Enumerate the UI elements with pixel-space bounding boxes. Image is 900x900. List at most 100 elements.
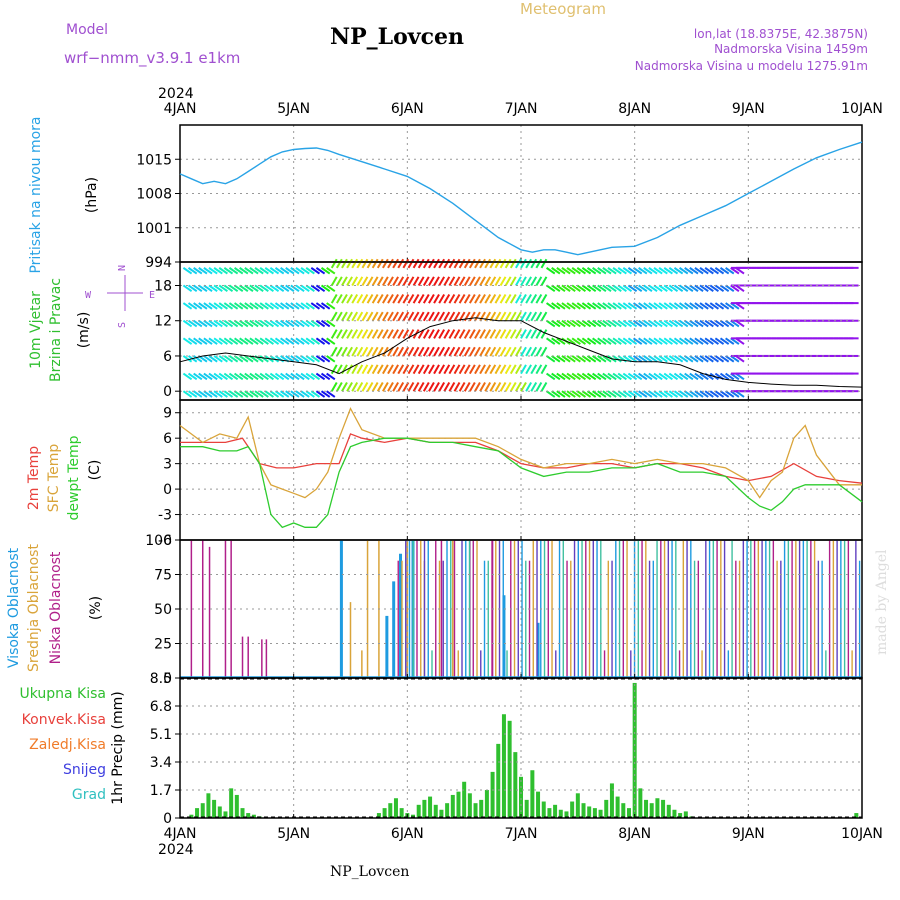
wind-barb bbox=[448, 346, 456, 357]
wind-barb bbox=[663, 284, 673, 293]
wind-barb bbox=[597, 390, 607, 398]
wind-barb bbox=[422, 311, 430, 322]
wind-barb bbox=[351, 364, 359, 375]
wind-barb bbox=[484, 346, 492, 357]
wind-barb bbox=[254, 337, 264, 345]
wind-barb bbox=[597, 284, 607, 293]
wind-barb bbox=[376, 276, 384, 286]
wind-barb bbox=[182, 319, 193, 328]
wind-barb bbox=[468, 329, 476, 339]
wind-barb bbox=[474, 311, 481, 322]
wind-barb bbox=[422, 258, 430, 269]
wind-barb bbox=[535, 311, 543, 322]
wind-barb bbox=[622, 319, 633, 328]
wind-barb bbox=[397, 311, 405, 322]
wind-barb bbox=[233, 372, 244, 381]
precip-bar bbox=[393, 798, 398, 818]
wind-barb bbox=[402, 311, 410, 322]
wind-barb bbox=[566, 302, 576, 310]
elevation-label: Nadmorska Visina 1459m bbox=[714, 42, 868, 56]
wind-barb bbox=[412, 346, 420, 357]
wind-barb bbox=[494, 382, 502, 392]
wind-barb bbox=[326, 355, 336, 363]
wind-barb bbox=[346, 329, 353, 339]
wind-barb bbox=[484, 293, 492, 304]
wind-barb bbox=[638, 355, 648, 363]
wind-barb bbox=[494, 311, 502, 322]
precip-bar bbox=[439, 809, 444, 818]
wind-barb bbox=[280, 302, 290, 310]
wind-barb bbox=[412, 311, 420, 322]
wind-barb bbox=[280, 372, 290, 381]
wind-barb bbox=[412, 364, 420, 375]
wind-barb bbox=[269, 319, 280, 328]
wind-barb bbox=[658, 319, 668, 328]
wind-barb bbox=[371, 311, 379, 322]
wind-barb bbox=[376, 382, 384, 392]
wind-barb bbox=[648, 337, 658, 345]
wind-barb bbox=[208, 284, 218, 293]
wind-barb bbox=[341, 276, 348, 286]
wind-barb bbox=[719, 302, 730, 310]
wind-barb bbox=[499, 258, 507, 269]
wind-barb bbox=[300, 355, 310, 363]
wind-barb bbox=[643, 355, 653, 363]
wind-barb bbox=[326, 372, 336, 381]
x-date-top: 4JAN bbox=[164, 101, 197, 117]
wind-barb bbox=[566, 355, 576, 363]
y-tick-label: 6.8 bbox=[150, 699, 172, 715]
wind-barb bbox=[356, 364, 364, 375]
wind-barb bbox=[428, 311, 435, 322]
wind-barb bbox=[509, 276, 517, 286]
precip-legend-1: Konvek.Kisa bbox=[22, 712, 106, 728]
wind-barb bbox=[315, 319, 326, 328]
wind-barb bbox=[535, 258, 543, 269]
wind-barb bbox=[725, 267, 735, 275]
precip-bar bbox=[558, 809, 563, 818]
wind-barb bbox=[208, 337, 218, 345]
wind-barb bbox=[366, 258, 374, 269]
wind-barb bbox=[612, 372, 622, 381]
wind-barb bbox=[228, 319, 239, 328]
x-date-bottom: 8JAN bbox=[618, 826, 651, 842]
precip-bar bbox=[234, 794, 239, 818]
wind-barb bbox=[673, 337, 684, 345]
precip-bar bbox=[592, 808, 597, 818]
wind-barb bbox=[530, 293, 538, 304]
wind-barb bbox=[218, 267, 228, 275]
wind-barb bbox=[213, 372, 223, 381]
wind-barb bbox=[515, 364, 522, 375]
wind-barb bbox=[239, 355, 249, 363]
wind-barb bbox=[438, 364, 446, 375]
wind-barb bbox=[551, 337, 561, 345]
precip-bar bbox=[212, 799, 217, 818]
wind-barb bbox=[576, 355, 587, 363]
x-date-top: 8JAN bbox=[618, 101, 651, 117]
wind-barb bbox=[407, 276, 415, 286]
wind-barb bbox=[586, 390, 597, 398]
precip-bar bbox=[229, 788, 234, 818]
wind-barb bbox=[571, 337, 581, 345]
wind-barb bbox=[566, 284, 576, 293]
wind-barb bbox=[643, 302, 653, 310]
wind-barb bbox=[361, 293, 369, 304]
wind-barb bbox=[725, 355, 735, 363]
wind-barb bbox=[607, 390, 617, 398]
wind-barb bbox=[673, 302, 684, 310]
wind-barb bbox=[694, 319, 704, 328]
wind-barb bbox=[223, 319, 234, 328]
wind-barb bbox=[638, 267, 648, 275]
precip-bar bbox=[536, 791, 541, 818]
wind-barb bbox=[714, 267, 725, 275]
wind-barb bbox=[592, 267, 602, 275]
wind-barb bbox=[581, 372, 592, 381]
precip-bar bbox=[683, 811, 688, 818]
wind-barb bbox=[520, 364, 527, 375]
wind-barb bbox=[648, 372, 658, 381]
wind-barb bbox=[223, 284, 234, 293]
wind-barb bbox=[223, 337, 234, 345]
wind-barb bbox=[300, 284, 310, 293]
wind-barb bbox=[694, 337, 704, 345]
wind-barb bbox=[504, 382, 512, 392]
wind-barb bbox=[551, 267, 561, 275]
